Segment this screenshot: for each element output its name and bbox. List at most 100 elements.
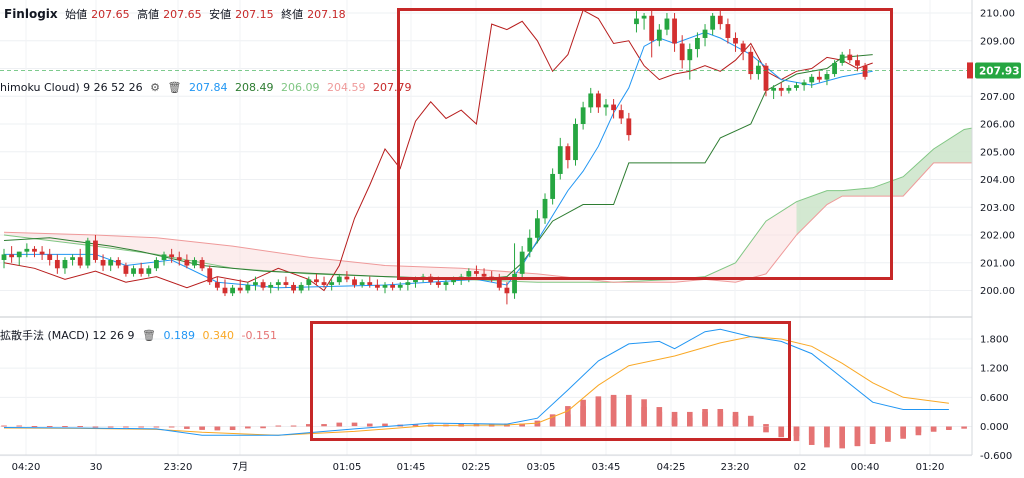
candle-body	[451, 279, 456, 283]
candle-body	[291, 284, 296, 291]
candle-body	[763, 65, 769, 91]
candle-body	[443, 282, 449, 285]
candle-body	[847, 54, 853, 61]
x-tick-label: 01:20	[916, 462, 945, 473]
macd-histogram-bar	[366, 423, 373, 427]
candle-body	[222, 287, 228, 294]
candle-body	[618, 110, 624, 119]
candle-body	[527, 237, 533, 252]
candle-body	[176, 257, 182, 260]
price-axis-bg	[972, 0, 1024, 478]
candle-body	[816, 76, 822, 80]
trash-icon[interactable]: 🗑	[167, 81, 182, 94]
settings-icon[interactable]: ⚙	[150, 81, 161, 94]
x-tick-label: 01:05	[333, 462, 362, 473]
candle-body	[24, 248, 30, 252]
candle-body	[855, 60, 860, 66]
macd-histogram-bar	[168, 426, 175, 428]
candle-body	[557, 146, 563, 174]
macd-histogram-bar	[900, 426, 906, 437]
y-tick-label: 201.00	[980, 258, 1015, 269]
chikou-span-line	[3, 9, 873, 292]
macd-histogram-bar	[595, 396, 602, 427]
candle-body	[748, 51, 754, 75]
highlight-box	[310, 321, 791, 441]
y-tick-label: 1.800	[980, 335, 1009, 346]
macd-histogram-bar	[626, 399, 632, 427]
cloud-fill	[4, 126, 980, 283]
x-tick-label: 02	[794, 462, 807, 473]
macd-value: 0.340	[202, 329, 235, 342]
candle-body	[588, 93, 594, 108]
candle-body	[512, 273, 517, 294]
candle-body	[192, 259, 197, 266]
macd-histogram-bar	[808, 426, 815, 445]
candle-body	[405, 282, 411, 285]
candle-body	[435, 282, 441, 285]
candle-body	[100, 259, 106, 266]
macd-histogram-bar	[946, 426, 952, 429]
macd-histogram-bar	[336, 422, 343, 427]
macd-histogram-bar	[793, 426, 800, 442]
candle-body	[641, 15, 647, 19]
candle-body	[161, 254, 167, 260]
candle-body	[390, 284, 396, 288]
macd-histogram-bar	[824, 426, 830, 448]
open-value: 207.65	[91, 8, 130, 21]
candle-body	[93, 240, 98, 260]
candle-body	[664, 18, 670, 30]
x-tick-label: 04:25	[657, 462, 686, 473]
candle-body	[672, 18, 677, 44]
candle-body	[275, 282, 281, 285]
macd-histogram-bar	[747, 424, 754, 427]
candle-body	[801, 82, 807, 86]
cloud-fill-bullish	[796, 126, 980, 235]
candle-body	[207, 268, 213, 283]
last-candle-marker	[967, 62, 973, 79]
candle-body	[382, 284, 388, 288]
candle-body	[146, 268, 152, 274]
candle-body	[54, 259, 60, 269]
symbol-name[interactable]: Finlogix	[4, 7, 58, 21]
candle-body	[687, 49, 693, 61]
macd-histogram-bar	[138, 426, 144, 428]
macd-histogram-bar	[656, 411, 663, 427]
candle-body	[245, 284, 251, 291]
y-tick-label: 205.00	[980, 147, 1015, 158]
ohlc-header: Finlogix 始値 207.65 高値 207.65 安値 207.15 終値 20…	[4, 6, 350, 22]
candle-body	[702, 29, 708, 38]
trash-icon[interactable]: 🗑	[142, 329, 157, 342]
macd-histogram-bar	[687, 411, 693, 427]
y-tick-label: 203.00	[980, 203, 1015, 214]
macd-histogram-bar	[854, 426, 861, 446]
candle-body	[862, 65, 868, 77]
ichimoku-value: 207.84	[189, 81, 228, 94]
candle-body	[778, 87, 784, 91]
macd-histogram-bar	[763, 424, 769, 427]
macd-histogram-bar	[46, 426, 53, 428]
low-value: 207.15	[235, 8, 274, 21]
low-label: 安値	[209, 8, 232, 21]
macd-histogram-bar	[565, 406, 571, 427]
highlight-box	[397, 8, 893, 280]
candle-body	[573, 124, 578, 161]
candle-body	[786, 87, 792, 91]
candle-body	[755, 65, 761, 75]
macd-histogram-bar	[641, 407, 647, 427]
candle-body	[9, 254, 15, 258]
macd-histogram-bar	[732, 415, 739, 427]
candle-body	[16, 251, 22, 258]
macd-histogram-bar	[245, 426, 251, 429]
macd-histogram-bar	[412, 424, 419, 427]
candle-body	[496, 279, 502, 288]
macd-value: 0.189	[163, 329, 196, 342]
candle-body	[839, 54, 845, 63]
macd-histogram-bar	[229, 426, 236, 430]
candle-body	[237, 287, 243, 291]
candle-body	[359, 282, 365, 285]
candle-body	[649, 15, 655, 41]
candle-body	[283, 282, 289, 285]
ichimoku-value: 204.59	[327, 81, 366, 94]
macd-histogram-bar	[671, 417, 678, 427]
